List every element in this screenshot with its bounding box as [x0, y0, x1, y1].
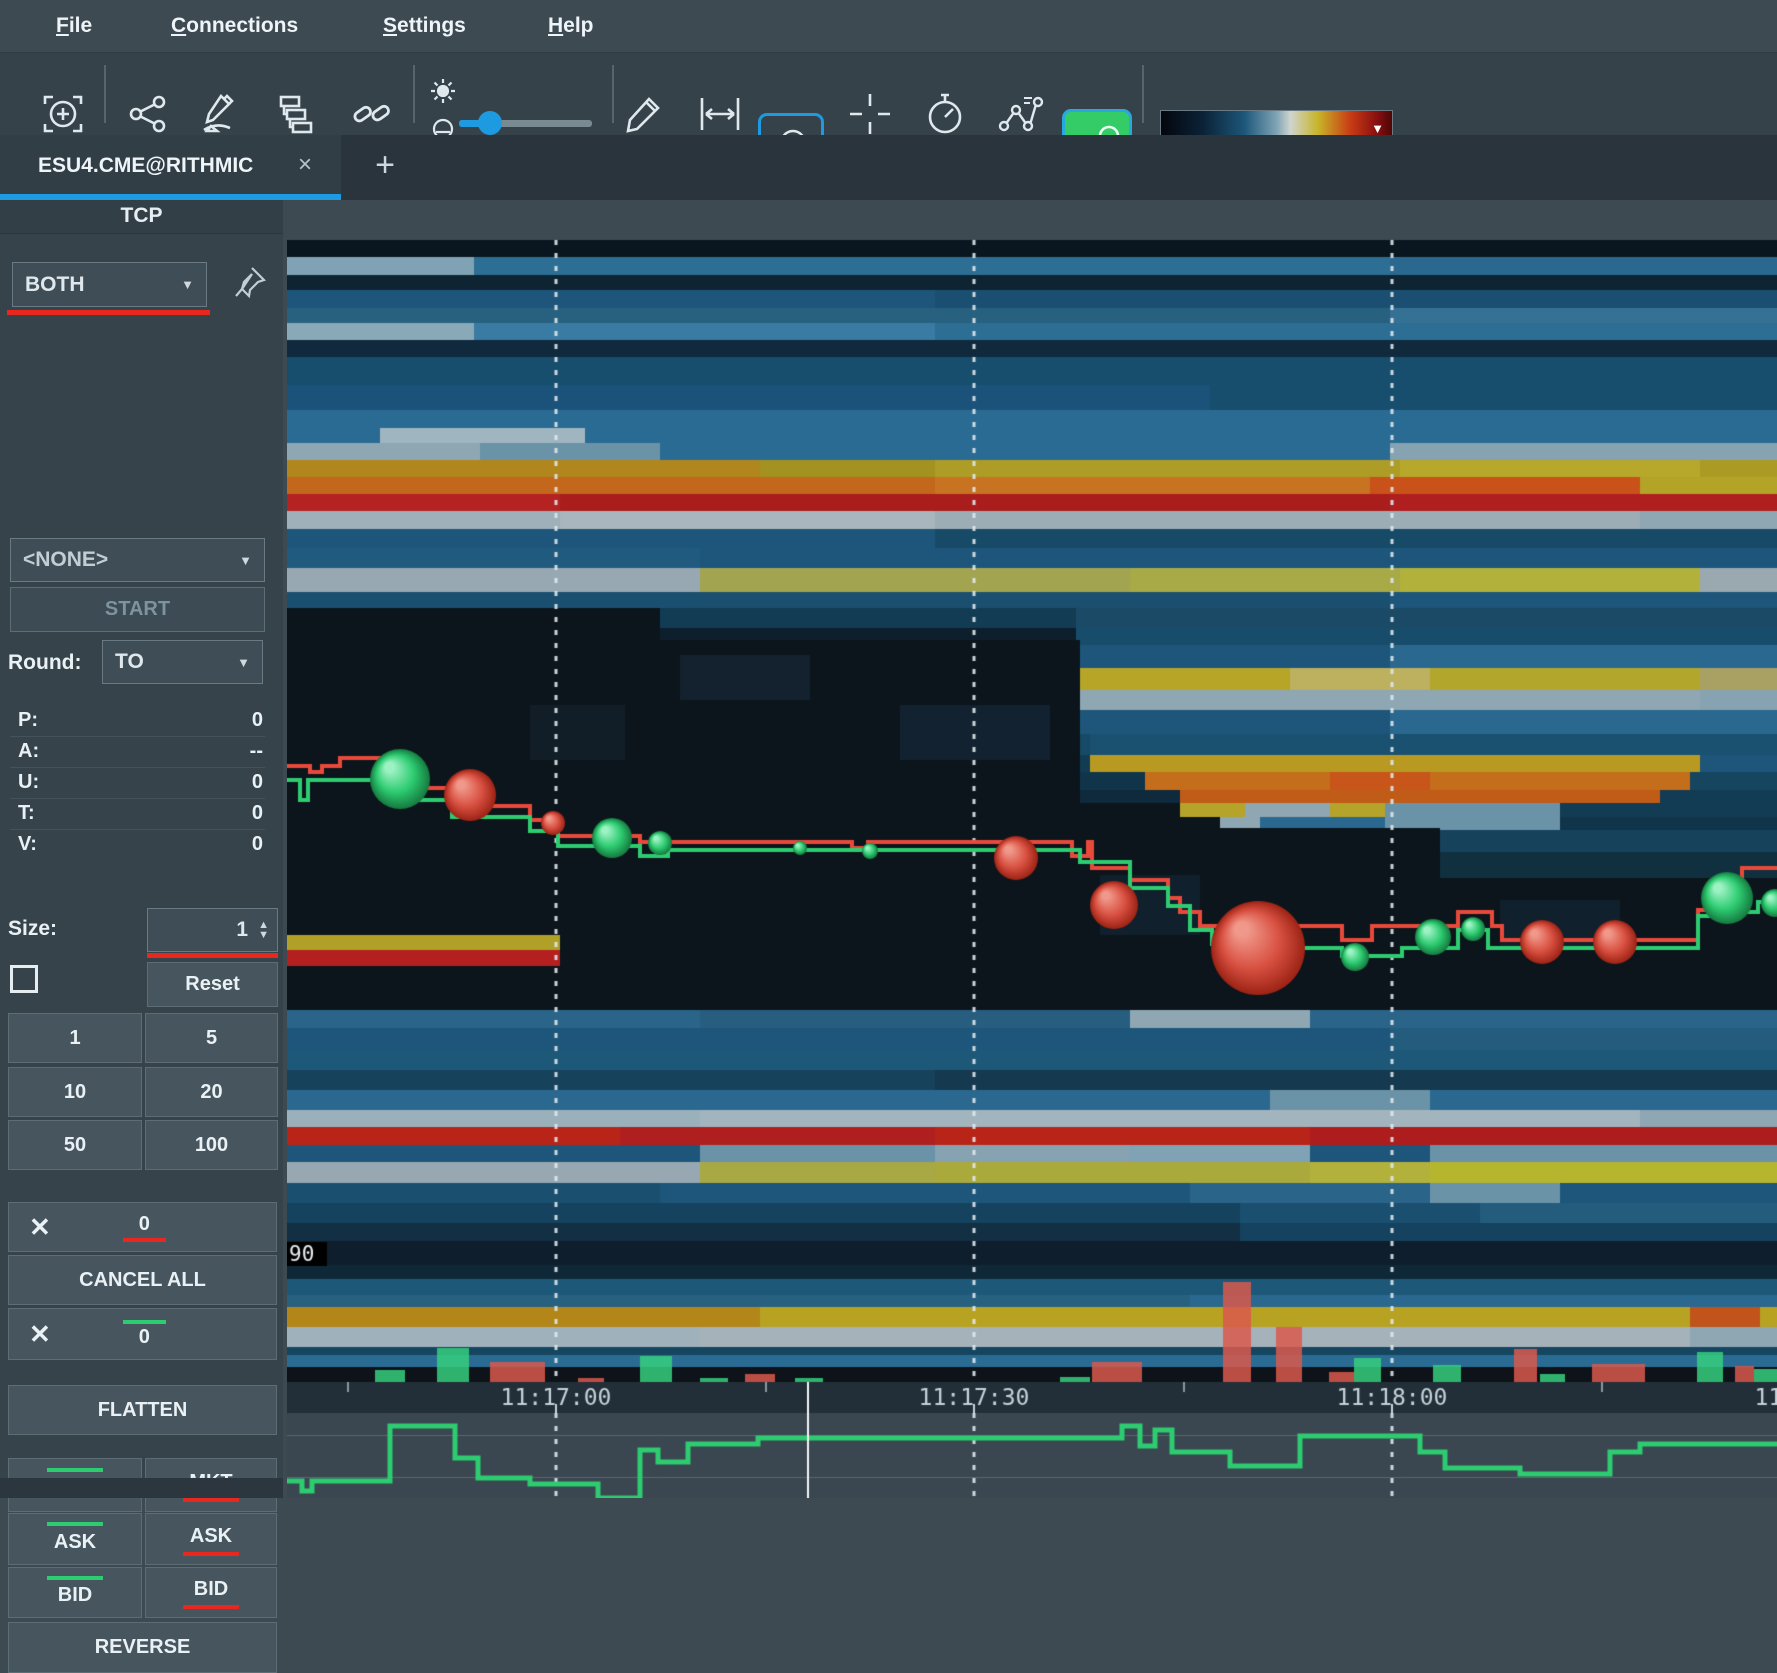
account-select[interactable]: <NONE> ▼: [10, 538, 265, 582]
size-lock-checkbox[interactable]: [10, 965, 38, 993]
tab-close-icon[interactable]: ×: [298, 135, 312, 194]
preset-50-button[interactable]: 50: [8, 1120, 142, 1170]
preset-20-button[interactable]: 20: [145, 1067, 278, 1117]
cancel-buy-orders-button[interactable]: ✕ 0: [8, 1308, 277, 1360]
stat-row: U: 0: [10, 767, 265, 799]
preset-10-button[interactable]: 10: [8, 1067, 142, 1117]
stat-value: 0: [252, 802, 263, 825]
tab-bar: ESU4.CME@RITHMIC × +: [0, 135, 1777, 200]
menu-help[interactable]: Help: [548, 0, 594, 52]
stat-row: V: 0: [10, 829, 265, 860]
sell-bid-button[interactable]: BID: [145, 1567, 277, 1618]
panel-title: TCP: [0, 200, 283, 234]
cancel-all-button[interactable]: CANCEL ALL: [8, 1255, 277, 1305]
heatmap-chart-canvas[interactable]: [287, 200, 1777, 1498]
stat-value: 0: [252, 771, 263, 794]
round-label: Round:: [8, 651, 81, 675]
zoom-region-icon[interactable]: [41, 92, 85, 136]
size-value: 1: [236, 918, 248, 942]
buy-ask-label: ASK: [54, 1525, 96, 1554]
round-select-value: TO: [115, 650, 144, 674]
buy-mark: [47, 1468, 103, 1472]
reverse-button[interactable]: REVERSE: [8, 1622, 277, 1673]
preset-1-button[interactable]: 1: [8, 1013, 142, 1063]
menu-settings[interactable]: Settings: [383, 0, 466, 52]
close-icon: ✕: [29, 1212, 51, 1243]
menu-bar: File Connections Settings Help: [0, 0, 1777, 53]
size-active-underline: [147, 953, 278, 958]
stat-key: U:: [18, 771, 39, 794]
size-stepper[interactable]: 1 ▲▼: [147, 908, 278, 952]
panel-footer: [0, 1478, 283, 1498]
chevron-down-icon: ▼: [237, 655, 250, 670]
preset-100-button[interactable]: 100: [145, 1120, 278, 1170]
stat-key: V:: [18, 833, 37, 856]
buy-mark: [47, 1576, 103, 1580]
stat-value: 0: [252, 833, 263, 856]
stat-key: P:: [18, 709, 38, 732]
pin-icon[interactable]: [232, 264, 268, 300]
toolbar-separator: [104, 65, 106, 123]
chevron-down-icon: ▼: [181, 277, 194, 292]
toolbar-separator: [1142, 65, 1144, 123]
buy-mark: [47, 1522, 103, 1526]
stopwatch-icon[interactable]: [924, 92, 966, 136]
sell-ask-label: ASK: [190, 1525, 232, 1554]
stat-row: P: 0: [10, 705, 265, 737]
sell-working-count: 0: [123, 1213, 166, 1242]
trade-panel: TCP BOTH ▼ <NONE> ▼ START Round: TO ▼ P: 0 A…: [0, 200, 283, 1498]
stat-value: 0: [252, 709, 263, 732]
mode-select[interactable]: BOTH ▼: [12, 262, 207, 307]
microscope-icon[interactable]: [196, 92, 240, 136]
close-icon: ✕: [29, 1319, 51, 1350]
stat-row: A: --: [10, 736, 265, 768]
flowchart-icon[interactable]: [275, 93, 317, 135]
toolbar: ▼: [0, 53, 1777, 135]
add-tab-button[interactable]: +: [355, 135, 415, 197]
pencil-icon[interactable]: [622, 93, 664, 135]
crosshair-icon[interactable]: [848, 92, 892, 136]
flatten-button[interactable]: FLATTEN: [8, 1385, 277, 1435]
sell-mark: [183, 1552, 239, 1556]
stepper-arrows[interactable]: ▲▼: [258, 920, 269, 940]
account-select-value: <NONE>: [23, 548, 108, 572]
sell-mark: [183, 1605, 239, 1609]
reset-button[interactable]: Reset: [147, 962, 278, 1007]
brightness-slider-knob[interactable]: [478, 111, 502, 135]
toolbar-separator: [413, 65, 415, 123]
buy-bid-button[interactable]: BID: [8, 1567, 142, 1618]
mode-select-value: BOTH: [25, 273, 85, 297]
sell-ask-button[interactable]: ASK: [145, 1513, 277, 1565]
brightness-icon: [430, 78, 456, 104]
menu-file[interactable]: File: [56, 0, 92, 52]
sell-bid-label: BID: [194, 1578, 228, 1607]
start-button[interactable]: START: [10, 587, 265, 632]
chevron-down-icon: ▼: [1371, 121, 1384, 136]
cancel-sell-orders-button[interactable]: ✕ 0: [8, 1202, 277, 1252]
stat-value: --: [250, 740, 263, 763]
polyline-icon[interactable]: [998, 92, 1044, 136]
preset-5-button[interactable]: 5: [145, 1013, 278, 1063]
buy-working-count: 0: [123, 1320, 166, 1349]
menu-connections[interactable]: Connections: [171, 0, 298, 52]
tab-instrument[interactable]: ESU4.CME@RITHMIC ×: [0, 135, 341, 200]
share-icon[interactable]: [127, 93, 169, 135]
tab-label: ESU4.CME@RITHMIC: [38, 135, 253, 196]
stat-key: A:: [18, 740, 39, 763]
mode-active-underline: [7, 310, 210, 315]
sell-mark: [183, 1498, 239, 1502]
buy-ask-button[interactable]: ASK: [8, 1513, 142, 1565]
stat-row: T: 0: [10, 798, 265, 830]
link-icon[interactable]: [350, 92, 394, 136]
toolbar-separator: [612, 65, 614, 123]
round-select[interactable]: TO ▼: [102, 640, 263, 684]
chevron-down-icon: ▼: [239, 553, 252, 568]
size-label: Size:: [8, 917, 57, 941]
buy-bid-label: BID: [58, 1578, 92, 1607]
stat-key: T:: [18, 802, 35, 825]
measure-icon[interactable]: [697, 94, 743, 134]
